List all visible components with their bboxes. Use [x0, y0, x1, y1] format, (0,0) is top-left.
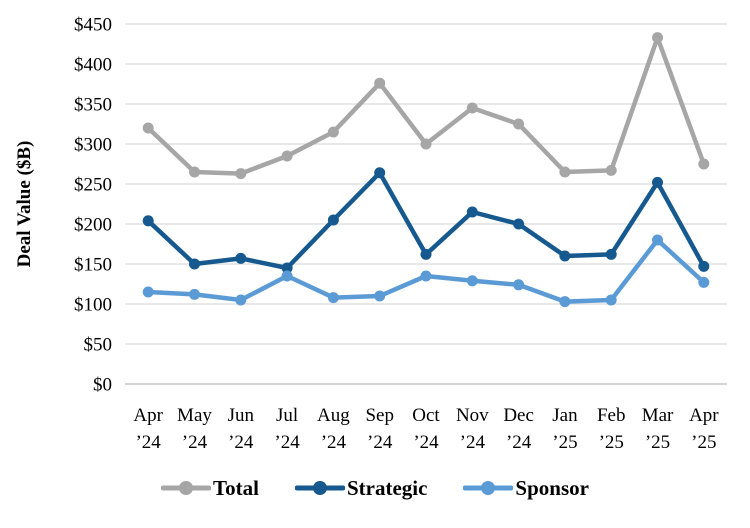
data-point-strategic-8[interactable]	[513, 218, 525, 230]
legend-marker-sponsor-icon	[463, 481, 514, 495]
y-tick-label: $200	[74, 215, 112, 236]
x-tick-label-nov-7: Nov ’24	[456, 405, 489, 453]
line-chart: $0 $50 $100 $150 $200 $250 $300 $350 $400 $450 Dea…	[14, 15, 727, 453]
legend: Total Strategic Sponsor	[0, 470, 750, 506]
x-tick-label-aug-4: Aug ’24	[317, 405, 350, 453]
data-point-strategic-3[interactable]	[281, 262, 293, 274]
y-tick-label: $250	[74, 175, 112, 196]
series-line-total	[145, 35, 707, 176]
x-tick-label-oct-6: Oct ’24	[412, 405, 440, 453]
data-point-strategic-5[interactable]	[374, 167, 386, 179]
data-point-total-11[interactable]	[652, 32, 663, 44]
y-tick-label: $300	[74, 135, 112, 156]
data-point-strategic-2[interactable]	[235, 252, 247, 264]
data-point-sponsor-5[interactable]	[374, 290, 386, 302]
data-point-strategic-6[interactable]	[420, 248, 432, 260]
y-axis-title: Deal Value ($B)	[14, 141, 35, 268]
x-tick-label-jun-2: Jun ’24	[228, 405, 255, 453]
data-point-total-12[interactable]	[698, 158, 710, 170]
data-point-strategic-9[interactable]	[559, 250, 571, 262]
data-point-strategic-10[interactable]	[605, 248, 617, 260]
data-point-sponsor-7[interactable]	[466, 275, 478, 287]
data-point-total-2[interactable]	[235, 168, 247, 180]
data-point-sponsor-4[interactable]	[327, 292, 339, 304]
y-tick-label: $0	[93, 375, 112, 396]
legend-item-strategic[interactable]: Strategic	[294, 475, 428, 501]
data-point-total-0[interactable]	[142, 122, 154, 134]
y-tick-label: $50	[84, 335, 113, 356]
x-tick-label-jul-3: Jul ’24	[274, 405, 300, 453]
data-point-sponsor-0[interactable]	[142, 286, 154, 298]
data-point-sponsor-8[interactable]	[513, 279, 525, 291]
data-point-strategic-1[interactable]	[189, 258, 200, 270]
data-point-sponsor-10[interactable]	[605, 294, 617, 306]
data-point-sponsor-2[interactable]	[235, 294, 247, 306]
plot-svg: $0 $50 $100 $150 $200 $250 $300 $350 $400 $450 Dea…	[14, 15, 727, 453]
x-tick-label-sep-5: Sep ’24	[365, 405, 394, 453]
data-point-sponsor-3[interactable]	[281, 270, 293, 282]
data-point-total-10[interactable]	[605, 164, 617, 176]
y-tick-label: $350	[74, 95, 112, 116]
x-tick-label-dec-8: Dec ’24	[503, 405, 534, 453]
data-point-total-3[interactable]	[281, 150, 293, 162]
data-point-sponsor-6[interactable]	[420, 270, 432, 282]
x-tick-label-apr-0: Apr ’24	[133, 405, 163, 453]
data-point-strategic-12[interactable]	[698, 260, 710, 272]
y-tick-label: $100	[74, 295, 112, 316]
legend-item-total[interactable]: Total	[161, 476, 259, 501]
legend-item-sponsor[interactable]: Sponsor	[463, 476, 589, 501]
legend-label: Strategic	[346, 475, 428, 500]
data-point-strategic-4[interactable]	[327, 214, 339, 226]
data-point-strategic-7[interactable]	[466, 206, 478, 218]
data-point-total-8[interactable]	[513, 118, 525, 130]
y-tick-label: $450	[74, 15, 112, 36]
data-point-total-7[interactable]	[466, 102, 478, 114]
data-point-total-6[interactable]	[420, 138, 432, 150]
x-tick-label-may-1: May ’24	[177, 405, 212, 453]
data-point-total-5[interactable]	[374, 77, 386, 89]
data-point-sponsor-11[interactable]	[652, 234, 663, 246]
data-point-sponsor-1[interactable]	[189, 288, 200, 300]
legend-marker-strategic-icon	[294, 481, 345, 495]
y-tick-label: $150	[74, 255, 112, 276]
x-tick-label-feb-10: Feb ’25	[597, 405, 626, 453]
x-tick-label-mar-11: Mar ’25	[642, 405, 674, 453]
x-tick-label-jan-9: Jan ’25	[552, 405, 578, 453]
legend-marker-total-icon	[161, 481, 212, 495]
data-point-sponsor-9[interactable]	[559, 296, 571, 308]
data-point-strategic-11[interactable]	[652, 176, 663, 188]
data-point-strategic-0[interactable]	[142, 215, 154, 227]
y-tick-label: $400	[74, 55, 112, 76]
data-point-total-9[interactable]	[559, 166, 571, 178]
legend-label: Total	[213, 475, 259, 500]
data-point-total-1[interactable]	[189, 166, 200, 178]
data-point-sponsor-12[interactable]	[698, 276, 710, 288]
legend-label: Sponsor	[515, 475, 589, 500]
data-point-total-4[interactable]	[327, 126, 339, 138]
x-tick-label-apr-12: Apr ’25	[689, 405, 719, 453]
